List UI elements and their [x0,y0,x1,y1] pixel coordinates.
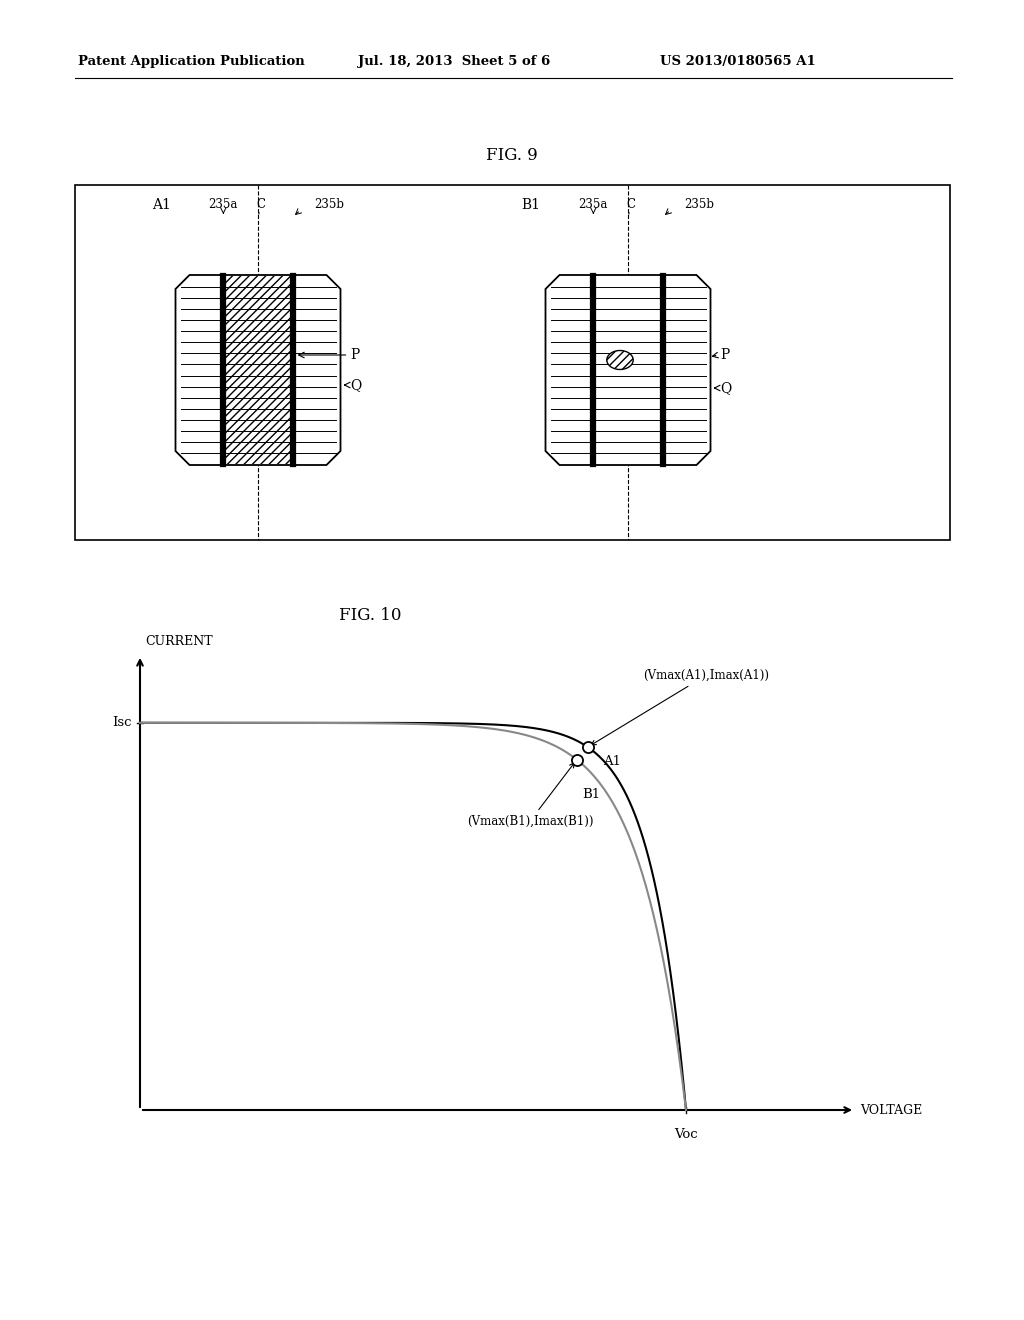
Text: Q: Q [721,381,732,395]
Bar [223,276,293,465]
Text: A1: A1 [603,755,621,768]
Text: (Vmax(B1),Imax(B1)): (Vmax(B1),Imax(B1)) [467,763,593,828]
Text: Jul. 18, 2013  Sheet 5 of 6: Jul. 18, 2013 Sheet 5 of 6 [358,55,550,69]
Text: Q: Q [350,378,361,392]
Text: CURRENT: CURRENT [145,635,213,648]
Text: A1: A1 [152,198,171,213]
Text: 235b: 235b [314,198,345,211]
Text: FIG. 10: FIG. 10 [339,606,401,623]
Text: FIG. 9: FIG. 9 [486,147,538,164]
Text: Patent Application Publication: Patent Application Publication [78,55,305,69]
Text: 235a: 235a [209,198,238,211]
Text: 235b: 235b [685,198,715,211]
Text: (Vmax(A1),Imax(A1)): (Vmax(A1),Imax(A1)) [591,669,769,744]
Text: B1: B1 [582,788,600,801]
Text: P: P [721,348,730,362]
Text: C: C [627,198,636,211]
Text: P: P [350,348,359,362]
Text: B1: B1 [521,198,541,213]
Bar [75,185,950,540]
Text: Voc: Voc [674,1129,697,1140]
Ellipse shape [607,351,633,370]
Text: Isc: Isc [113,717,132,729]
Text: VOLTAGE: VOLTAGE [860,1104,923,1117]
Text: C: C [256,198,265,211]
Polygon shape [546,275,711,465]
Text: US 2013/0180565 A1: US 2013/0180565 A1 [660,55,816,69]
Polygon shape [175,275,341,465]
Text: 235a: 235a [579,198,608,211]
